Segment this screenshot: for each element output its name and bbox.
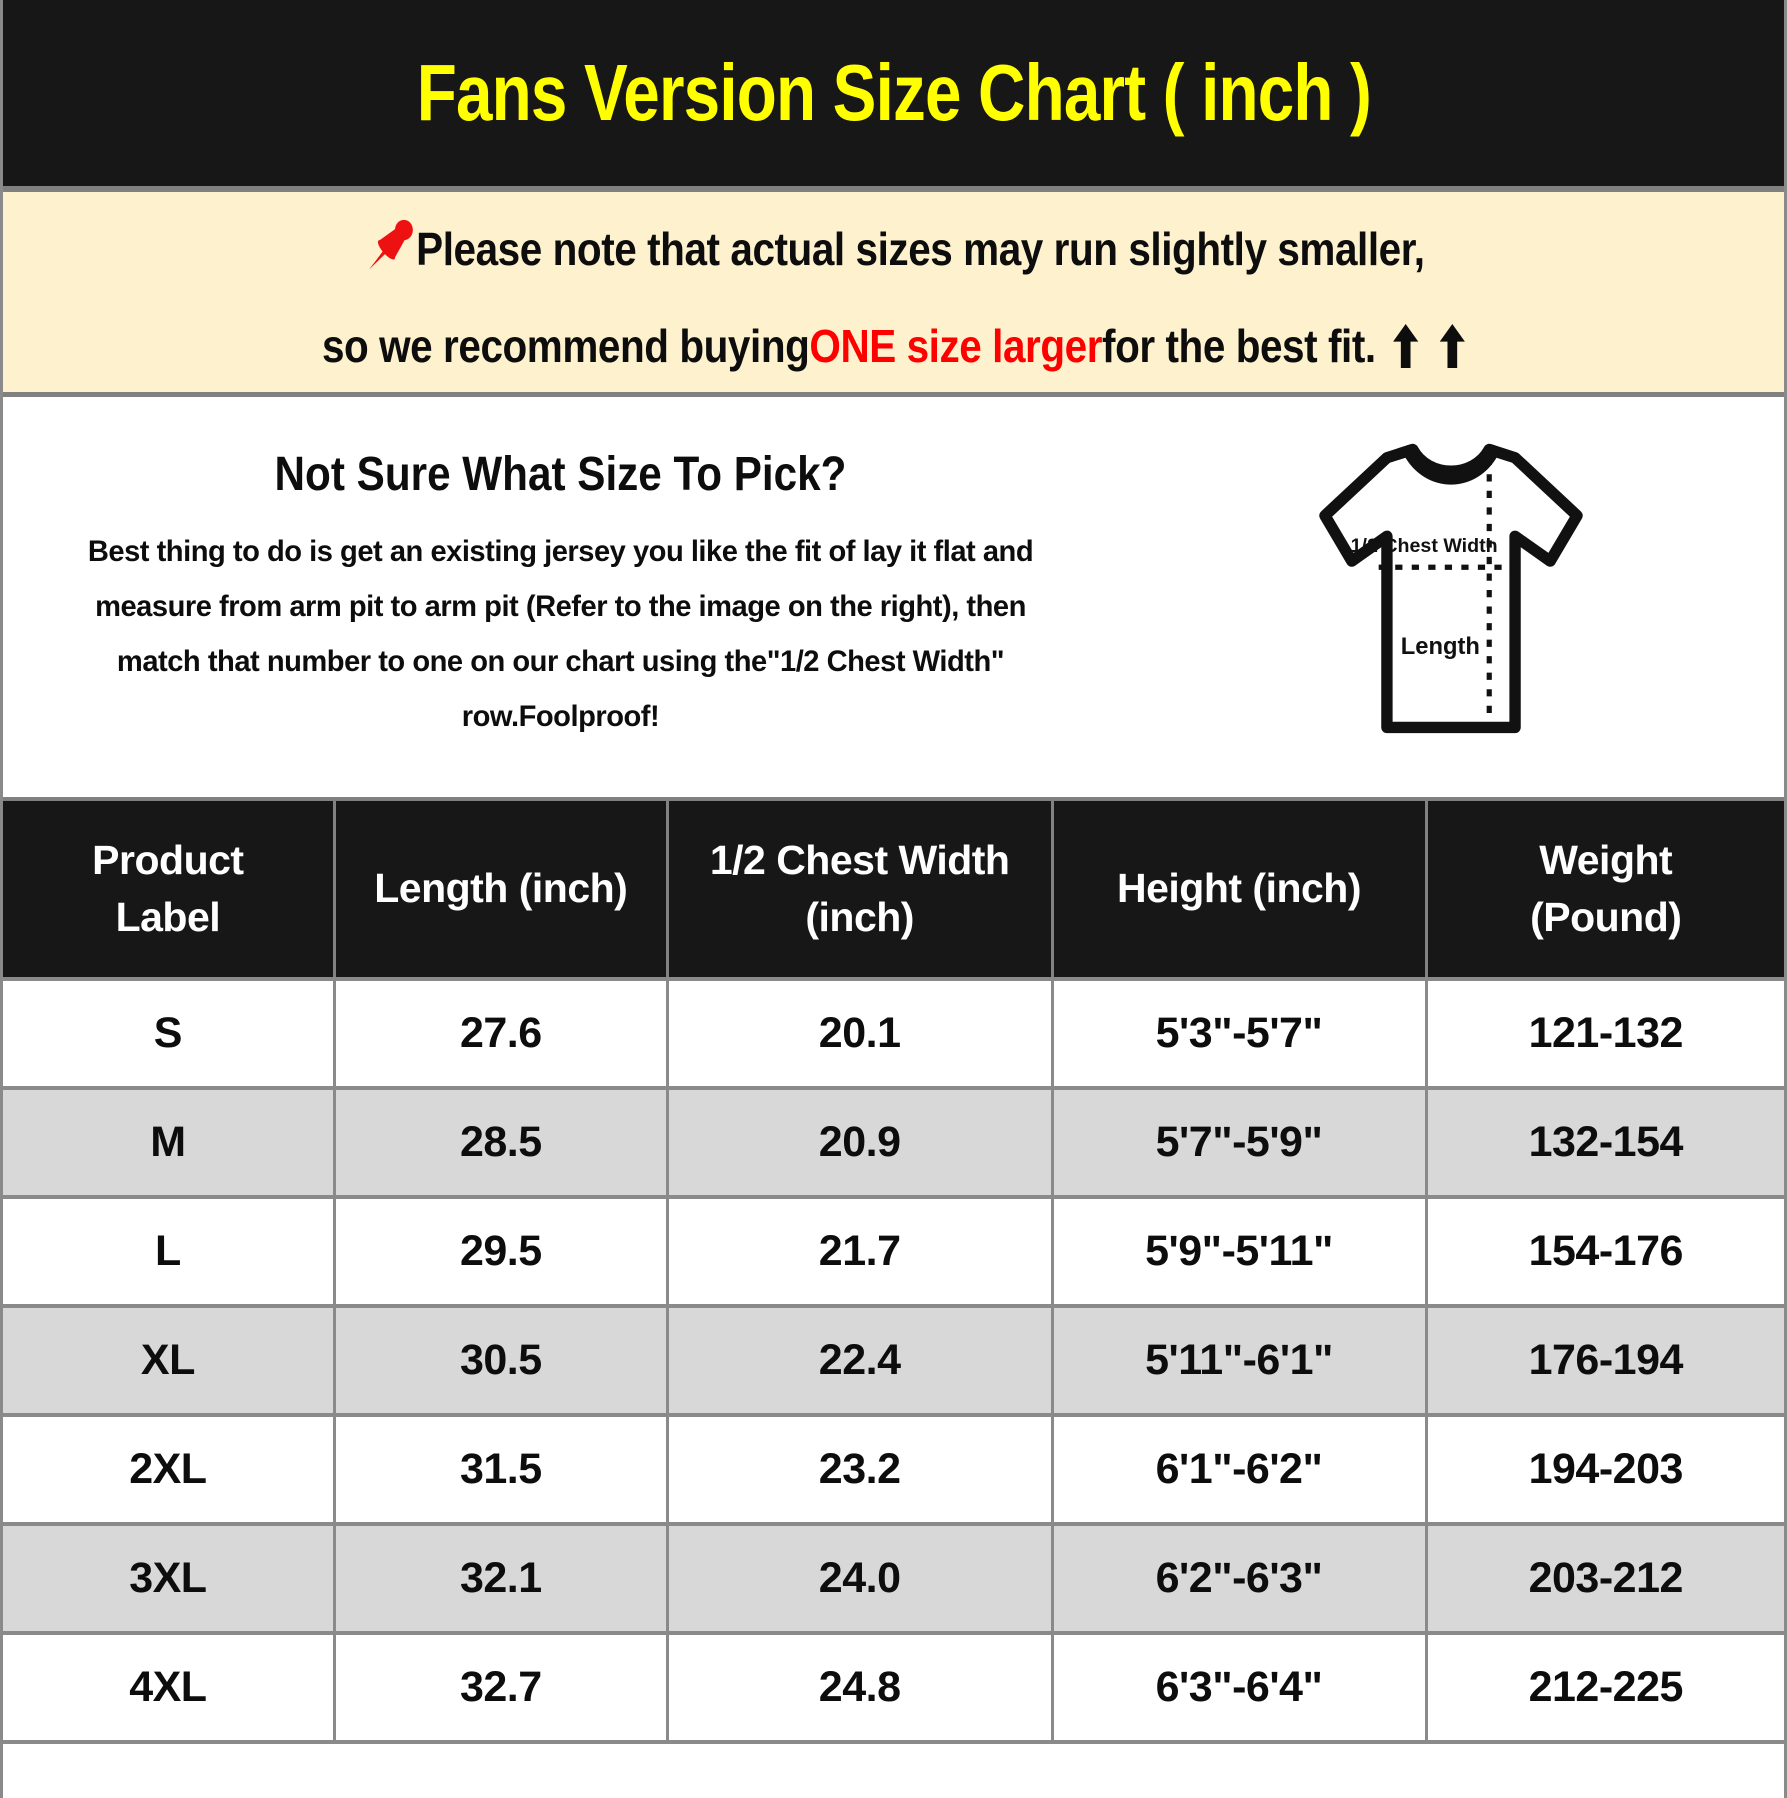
table-cell: 32.1 xyxy=(332,1522,669,1635)
table-cell: 3XL xyxy=(3,1522,336,1635)
up-arrow-icon xyxy=(1439,324,1466,368)
table-cell: 6'3"-6'4" xyxy=(1050,1631,1428,1744)
table-cell: S xyxy=(3,977,336,1090)
table-cell: 24.8 xyxy=(665,1631,1054,1744)
table-cell: 5'11"-6'1" xyxy=(1050,1304,1428,1417)
table-cell: 154-176 xyxy=(1424,1195,1784,1308)
note-text-2-prefix: so we recommend buying xyxy=(321,320,810,372)
table-cell: 2XL xyxy=(3,1413,336,1526)
length-label: Length xyxy=(1401,633,1480,660)
chest-width-label: 1/2 Chest Width xyxy=(1351,535,1498,557)
column-header: Weight (Pound) xyxy=(1424,801,1784,981)
guide-line: measure from arm pit to arm pit (Refer t… xyxy=(95,590,1026,623)
pushpin-icon xyxy=(363,217,414,281)
guide-line: match that number to one on our chart us… xyxy=(116,645,1005,678)
table-cell: 6'1"-6'2" xyxy=(1050,1413,1428,1526)
table-row: 3XL 32.1 24.0 6'2"-6'3" 203-212 xyxy=(3,1522,1784,1635)
table-cell: 121-132 xyxy=(1424,977,1784,1090)
size-table-body: S 27.6 20.1 5'3"-5'7" 121-132 M 28.5 20.9 5'7"-5… xyxy=(3,977,1784,1744)
table-row: L 29.5 21.7 5'9"-5'11" 154-176 xyxy=(3,1195,1784,1308)
column-header: 1/2 Chest Width (inch) xyxy=(665,801,1054,981)
column-header: Product Label xyxy=(3,801,336,981)
note-line-1: Please note that actual sizes may run sl… xyxy=(363,217,1425,281)
table-cell: 23.2 xyxy=(665,1413,1054,1526)
table-cell: 6'2"-6'3" xyxy=(1050,1522,1428,1635)
up-arrow-icon xyxy=(1393,324,1419,368)
title-bar: Fans Version Size Chart ( inch ) xyxy=(3,0,1784,192)
note-text-2-suffix: for the best fit. xyxy=(1101,320,1376,372)
table-cell: 29.5 xyxy=(332,1195,669,1308)
note-line-2: so we recommend buying ONE size larger f… xyxy=(321,319,1466,373)
table-cell: 20.1 xyxy=(665,977,1054,1090)
table-row: S 27.6 20.1 5'3"-5'7" 121-132 xyxy=(3,977,1784,1090)
table-cell: XL xyxy=(3,1304,336,1417)
table-cell: 20.9 xyxy=(665,1086,1054,1199)
table-header-row: Product Label Length (inch) 1/2 Chest Width… xyxy=(3,801,1784,981)
table-row: 4XL 32.7 24.8 6'3"-6'4" 212-225 xyxy=(3,1631,1784,1744)
tshirt-diagram: 1/2 Chest Width Length xyxy=(1319,443,1583,734)
table-cell: 27.6 xyxy=(332,977,669,1090)
size-table: Product Label Length (inch) 1/2 Chest Width… xyxy=(3,801,1784,1744)
guide-line: Best thing to do is get an existing jers… xyxy=(87,535,1034,568)
table-cell: 21.7 xyxy=(665,1195,1054,1308)
table-cell: 132-154 xyxy=(1424,1086,1784,1199)
table-cell: 28.5 xyxy=(332,1086,669,1199)
guide-section: Not Sure What Size To Pick? Best thing t… xyxy=(3,397,1784,801)
table-cell: 5'9"-5'11" xyxy=(1050,1195,1428,1308)
table-cell: L xyxy=(3,1195,336,1308)
table-cell: 22.4 xyxy=(665,1304,1054,1417)
table-cell: 32.7 xyxy=(332,1631,669,1744)
table-cell: 212-225 xyxy=(1424,1631,1784,1744)
table-cell: 30.5 xyxy=(332,1304,669,1417)
table-cell: 31.5 xyxy=(332,1413,669,1526)
guide-text-block: Not Sure What Size To Pick? Best thing t… xyxy=(3,397,1118,797)
note-section: Please note that actual sizes may run sl… xyxy=(3,192,1784,397)
column-header: Length (inch) xyxy=(332,801,669,981)
table-cell: 203-212 xyxy=(1424,1522,1784,1635)
table-cell: 176-194 xyxy=(1424,1304,1784,1417)
column-header: Height (inch) xyxy=(1050,801,1428,981)
guide-body: Best thing to do is get an existing jers… xyxy=(20,524,1102,744)
table-row: M 28.5 20.9 5'7"-5'9" 132-154 xyxy=(3,1086,1784,1199)
guide-line: row.Foolproof! xyxy=(461,700,660,733)
table-row: 2XL 31.5 23.2 6'1"-6'2" 194-203 xyxy=(3,1413,1784,1526)
note-highlight: ONE size larger xyxy=(809,320,1102,372)
table-cell: 5'7"-5'9" xyxy=(1050,1086,1428,1199)
table-row: XL 30.5 22.4 5'11"-6'1" 176-194 xyxy=(3,1304,1784,1417)
table-cell: 5'3"-5'7" xyxy=(1050,977,1428,1090)
up-arrows xyxy=(1393,324,1466,368)
table-cell: 4XL xyxy=(3,1631,336,1744)
table-cell: 194-203 xyxy=(1424,1413,1784,1526)
table-cell: M xyxy=(3,1086,336,1199)
table-cell: 24.0 xyxy=(665,1522,1054,1635)
guide-diagram-block: 1/2 Chest Width Length xyxy=(1118,397,1784,797)
page-title: Fans Version Size Chart ( inch ) xyxy=(416,48,1371,137)
guide-heading: Not Sure What Size To Pick? xyxy=(274,448,847,501)
note-text-1: Please note that actual sizes may run sl… xyxy=(415,223,1425,275)
